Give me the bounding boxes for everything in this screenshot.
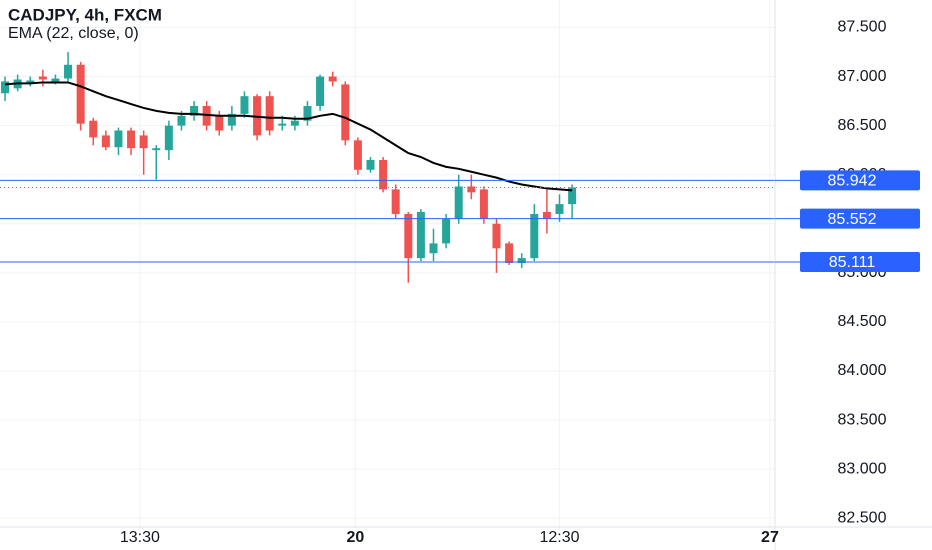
plot-area	[0, 0, 775, 528]
candle-body	[416, 211, 425, 259]
candle-body	[442, 218, 451, 244]
candle-body	[404, 213, 413, 259]
candle-body	[26, 80, 35, 83]
candle-body	[89, 120, 98, 138]
candle-body	[1, 81, 10, 94]
candle-body	[517, 258, 526, 264]
chart-title: CADJPY, 4h, FXCM	[8, 5, 162, 24]
candle-body	[152, 148, 161, 151]
candle-body	[51, 78, 60, 82]
ema-line	[4, 81, 573, 192]
candle-body	[278, 123, 287, 126]
candle-body	[492, 223, 501, 249]
candle-body	[542, 211, 551, 219]
candle-body	[114, 130, 123, 148]
candle-body	[316, 76, 325, 106]
candle-body	[555, 204, 564, 214]
candle-body	[139, 135, 148, 149]
x-tick-label: 20	[346, 529, 364, 546]
x-tick-label: 27	[761, 529, 779, 546]
candle-body	[479, 189, 488, 219]
candle-body	[101, 135, 110, 148]
y-tick-label: 84.500	[838, 313, 887, 330]
candle-body	[467, 186, 476, 193]
level-label: 85.942	[828, 173, 877, 190]
candle-body	[568, 187, 577, 205]
candle-body	[76, 64, 85, 124]
candle-body	[454, 186, 463, 219]
y-tick-label: 84.000	[838, 362, 887, 379]
y-tick-label: 83.500	[838, 411, 887, 428]
candle-body	[328, 76, 337, 82]
candle-body	[227, 113, 236, 126]
candle-body	[429, 243, 438, 254]
level-label: 85.552	[828, 211, 877, 228]
candle-body	[391, 189, 400, 214]
candle-body	[240, 96, 249, 114]
y-tick-label: 83.000	[838, 460, 887, 477]
y-tick-label: 82.500	[838, 509, 887, 526]
y-tick-label: 87.500	[838, 19, 887, 36]
candle-body	[341, 84, 350, 141]
candle-body	[505, 243, 514, 264]
level-label-box	[800, 208, 920, 229]
level-label: 85.111	[829, 254, 876, 271]
y-tick-label: 87.000	[838, 68, 887, 85]
y-tick-label: 86.500	[838, 117, 887, 134]
indicator-name: EMA (22, close, 0)	[8, 25, 139, 42]
x-tick-label: 12:30	[539, 529, 579, 546]
candle-body	[290, 120, 299, 126]
x-tick-label: 13:30	[120, 529, 160, 546]
candle-body	[265, 96, 274, 131]
level-label-box	[800, 251, 920, 272]
candle-body	[379, 159, 388, 190]
candle-body	[353, 140, 362, 170]
candle-body	[164, 125, 173, 151]
level-label-box	[800, 170, 920, 191]
axes: 87.50087.00086.50086.00085.50085.00084.5…	[120, 19, 920, 546]
candle-body	[64, 64, 73, 79]
candle-body	[38, 76, 47, 80]
candle-body	[177, 115, 186, 126]
candle-body	[366, 159, 375, 170]
candle-body	[127, 130, 136, 149]
candle-body	[530, 213, 539, 259]
candle-body	[215, 115, 224, 131]
candle-body	[303, 105, 312, 121]
candle-body	[190, 105, 199, 116]
